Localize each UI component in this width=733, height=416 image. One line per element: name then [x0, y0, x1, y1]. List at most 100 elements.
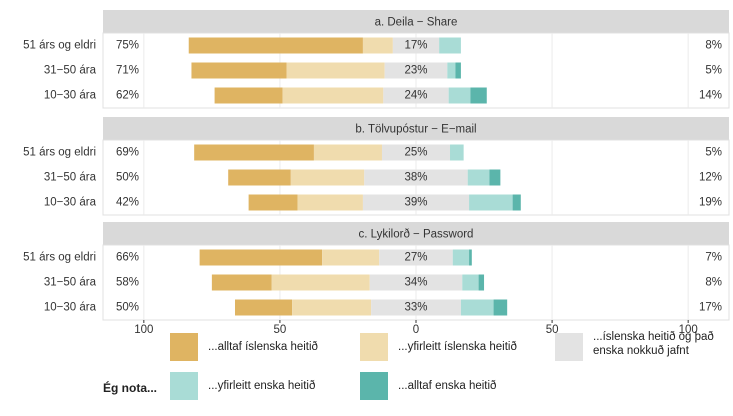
right-total: 5% [705, 147, 722, 159]
bar-segment [447, 62, 456, 79]
bar-segment [512, 194, 521, 211]
center-total: 27% [404, 252, 427, 264]
bar-segment [379, 249, 453, 266]
left-total: 71% [116, 65, 139, 77]
left-total: 42% [116, 197, 139, 209]
right-total: 7% [705, 252, 722, 264]
bar-segment [313, 144, 382, 161]
bar-segment [462, 274, 479, 291]
bar-segment [191, 62, 287, 79]
bar-segment [369, 274, 463, 291]
bar-segment [248, 194, 298, 211]
bar-segment [489, 169, 501, 186]
bar-segment [290, 169, 365, 186]
bar-segment [439, 37, 461, 54]
bar-segment [371, 299, 461, 316]
legend-swatch [360, 333, 388, 361]
bar-segment [282, 87, 384, 104]
bar-segment [292, 299, 372, 316]
bar-segment [469, 249, 472, 266]
center-total: 38% [404, 172, 427, 184]
bar-segment [194, 144, 314, 161]
left-total: 50% [116, 302, 139, 314]
center-total: 25% [404, 147, 427, 159]
right-total: 14% [699, 90, 722, 102]
bar-segment [362, 37, 393, 54]
x-tick-label: 100 [679, 324, 698, 336]
bar-segment [452, 249, 470, 266]
center-total: 23% [404, 65, 427, 77]
left-total: 62% [116, 90, 139, 102]
y-tick-label: 31−50 ára [44, 172, 97, 184]
facet-strip [103, 10, 729, 33]
facet-title: b. Tölvupóstur − E−mail [355, 124, 476, 136]
center-total: 33% [404, 302, 427, 314]
y-tick-label: 10−30 ára [44, 302, 97, 314]
x-tick-label: 0 [413, 324, 419, 336]
left-total: 58% [116, 277, 139, 289]
right-total: 5% [705, 65, 722, 77]
bar-segment [235, 299, 293, 316]
x-tick-label: 100 [134, 324, 153, 336]
legend-label: ...yfirleitt íslenska heitið [398, 341, 517, 353]
bar-segment [469, 194, 513, 211]
right-total: 19% [699, 197, 722, 209]
legend-label: ...íslenska heitið og það enska nokkuð j… [593, 331, 714, 357]
bar-segment [214, 87, 283, 104]
bar-segment [286, 62, 385, 79]
bar-segment [383, 87, 449, 104]
bar-segment [322, 249, 380, 266]
bar-segment [460, 299, 494, 316]
y-tick-label: 51 árs og eldri [23, 40, 96, 52]
bar-segment [448, 87, 471, 104]
left-total: 69% [116, 147, 139, 159]
legend-label: ...yfirleitt enska heitið [208, 380, 316, 392]
left-total: 50% [116, 172, 139, 184]
y-tick-label: 51 árs og eldri [23, 147, 96, 159]
right-total: 8% [705, 277, 722, 289]
bar-segment [470, 87, 487, 104]
bar-segment [211, 274, 272, 291]
legend-swatch [360, 372, 388, 400]
legend-title: Ég nota... [103, 381, 157, 395]
bar-segment [450, 144, 464, 161]
bar-segment [188, 37, 363, 54]
legend-swatch [170, 333, 198, 361]
bar-segment [271, 274, 370, 291]
facet-strip [103, 117, 729, 140]
legend-swatch [170, 372, 198, 400]
y-tick-label: 31−50 ára [44, 65, 97, 77]
right-total: 8% [705, 40, 722, 52]
facet-title: c. Lykilorð − Password [359, 229, 474, 241]
bar-segment [362, 194, 470, 211]
center-total: 17% [404, 40, 427, 52]
right-total: 17% [699, 302, 722, 314]
bar-segment [381, 144, 451, 161]
right-total: 12% [699, 172, 722, 184]
bar-segment [467, 169, 490, 186]
bar-segment [228, 169, 291, 186]
bar-segment [478, 274, 485, 291]
legend-label: ...alltaf íslenska heitið [208, 341, 318, 353]
bar-segment [384, 62, 448, 79]
legend-label: ...alltaf enska heitið [398, 380, 497, 392]
center-total: 39% [404, 197, 427, 209]
y-tick-label: 51 árs og eldri [23, 252, 96, 264]
x-tick-label: 50 [274, 324, 287, 336]
legend-swatch [555, 333, 583, 361]
center-total: 24% [404, 90, 427, 102]
y-tick-label: 31−50 ára [44, 277, 97, 289]
bar-segment [455, 62, 461, 79]
bar-segment [392, 37, 440, 54]
bar-segment [364, 169, 468, 186]
left-total: 66% [116, 252, 139, 264]
center-total: 34% [404, 277, 427, 289]
facet-strip [103, 222, 729, 245]
bar-segment [199, 249, 323, 266]
left-total: 75% [116, 40, 139, 52]
y-tick-label: 10−30 ára [44, 90, 97, 102]
bar-segment [297, 194, 363, 211]
bar-segment [493, 299, 508, 316]
